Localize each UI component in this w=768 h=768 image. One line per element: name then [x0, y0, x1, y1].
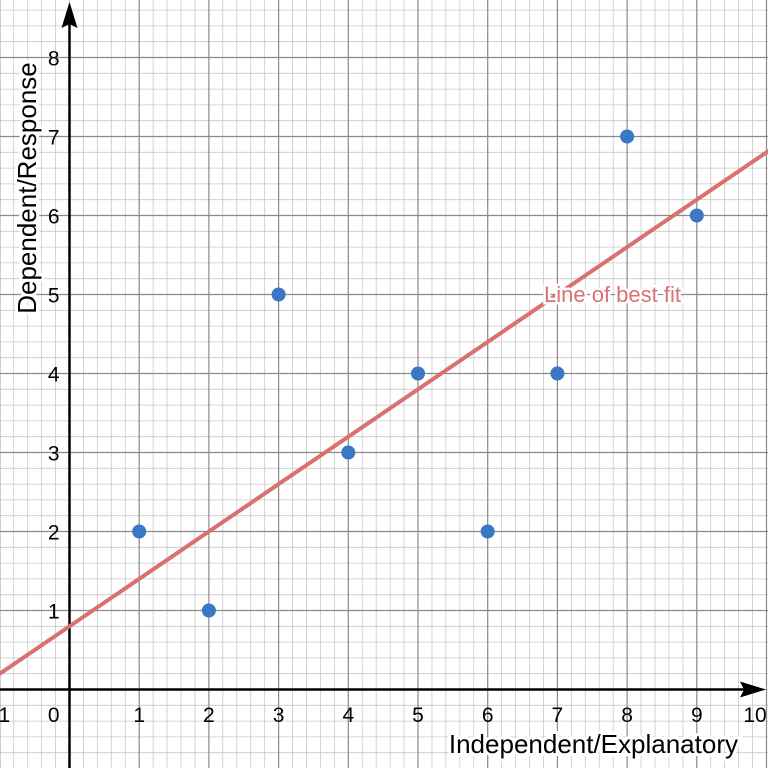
x-axis-arrow-icon: [740, 681, 766, 698]
y-tick-label: 7: [48, 127, 60, 150]
y-tick-label: 6: [48, 206, 60, 229]
x-tick-label: 7: [552, 704, 564, 727]
y-axis-title: Dependent/Response: [12, 62, 42, 314]
data-point: [132, 524, 147, 539]
data-point: [689, 208, 704, 223]
y-tick-label: 2: [48, 522, 60, 545]
x-axis-title: Independent/Explanatory: [449, 729, 738, 759]
data-points: [132, 129, 704, 618]
x-tick-label: 5: [412, 704, 424, 727]
x-tick-label: 8: [621, 704, 633, 727]
tick-labels: -1 0 1 2 3 4 5 6 7 8 9 10 1 2 3 4 5 6 7 8: [0, 48, 767, 728]
data-point: [341, 445, 356, 460]
data-point: [550, 366, 565, 381]
x-tick-label: -1: [0, 704, 10, 727]
y-tick-label: 1: [48, 601, 60, 624]
fit-line-group: [0, 148, 768, 676]
x-tick-label: 10: [743, 704, 766, 727]
data-point: [271, 287, 286, 302]
data-point: [201, 603, 216, 618]
y-axis-arrow-icon: [61, 2, 78, 28]
y-tick-label: 8: [48, 48, 60, 71]
x-tick-label: 4: [342, 704, 354, 727]
y-tick-label: 5: [48, 285, 60, 308]
x-tick-label: 3: [273, 704, 285, 727]
y-tick-label: 3: [48, 443, 60, 466]
x-tick-label: 2: [203, 704, 215, 727]
y-tick-label: 4: [48, 364, 60, 387]
data-point: [411, 366, 425, 381]
x-tick-label: 0: [48, 704, 60, 727]
data-point: [620, 129, 635, 144]
x-tick-label: 1: [133, 704, 145, 727]
x-tick-label: 6: [482, 704, 494, 727]
data-point: [480, 524, 495, 539]
x-tick-label: 9: [691, 704, 703, 727]
fit-line-label: Line of best fit: [544, 282, 681, 307]
fit-line: [0, 148, 768, 676]
